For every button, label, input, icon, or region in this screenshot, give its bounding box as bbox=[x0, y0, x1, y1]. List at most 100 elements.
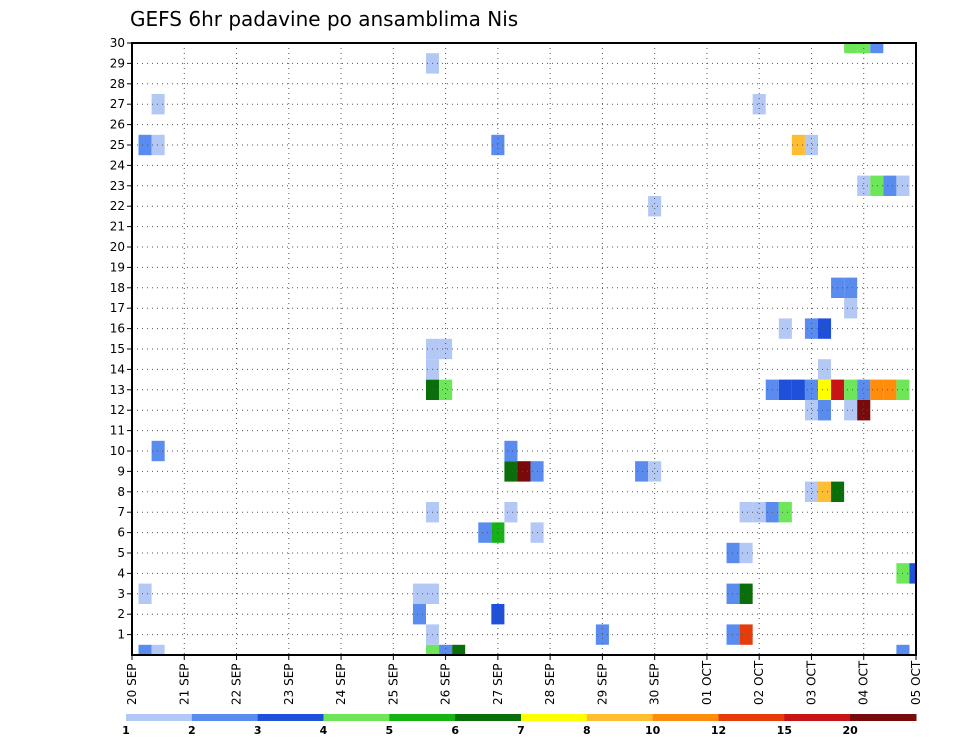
heatmap-cell bbox=[804, 379, 818, 400]
colorbar-swatch bbox=[586, 714, 654, 721]
y-tick-label: 23 bbox=[110, 179, 125, 193]
heatmap-cell bbox=[778, 318, 792, 339]
colorbar-label: 15 bbox=[777, 724, 792, 737]
heatmap-cell bbox=[138, 583, 152, 604]
y-tick-label: 16 bbox=[110, 322, 125, 336]
heatmap-cell bbox=[804, 134, 818, 156]
heatmap-cell bbox=[818, 379, 832, 400]
x-tick-label: 22 SEP bbox=[230, 663, 244, 705]
colorbar-label: 20 bbox=[843, 724, 859, 737]
colorbar-label: 7 bbox=[517, 724, 525, 737]
x-tick-label: 24 SEP bbox=[334, 663, 348, 705]
heatmap-cell bbox=[151, 440, 165, 462]
y-tick-label: 7 bbox=[117, 505, 125, 519]
y-tick-label: 9 bbox=[117, 464, 125, 478]
heatmap-cell bbox=[752, 94, 766, 115]
y-tick-label: 2 bbox=[117, 607, 125, 621]
colorbar-label: 10 bbox=[645, 724, 661, 737]
heatmap-cell bbox=[648, 196, 662, 217]
heatmap-cell bbox=[412, 604, 426, 625]
heatmap-cell bbox=[870, 379, 884, 400]
colorbar-swatch bbox=[191, 714, 259, 721]
y-tick-label: 14 bbox=[110, 362, 125, 376]
heatmap-cell bbox=[804, 400, 818, 421]
y-tick-label: 3 bbox=[117, 587, 125, 601]
heatmap-cell bbox=[648, 461, 662, 482]
y-tick-label: 17 bbox=[110, 301, 125, 315]
heatmap-cell bbox=[726, 583, 740, 604]
x-tick-label: 26 SEP bbox=[439, 663, 453, 705]
heatmap-cell bbox=[412, 583, 426, 604]
y-tick-label: 19 bbox=[110, 260, 125, 274]
heatmap-cell bbox=[739, 624, 753, 645]
x-tick-label: 30 SEP bbox=[648, 663, 662, 705]
y-tick-label: 20 bbox=[110, 240, 125, 254]
x-tick-label: 04 OCT bbox=[857, 660, 871, 705]
heatmap-cell bbox=[426, 644, 440, 655]
heatmap-cell bbox=[151, 644, 165, 655]
heatmap-cell bbox=[138, 644, 152, 655]
heatmap-cell bbox=[151, 94, 165, 115]
y-tick-label: 27 bbox=[110, 97, 125, 111]
y-tick-label: 4 bbox=[117, 566, 125, 580]
colorbar-swatch bbox=[389, 714, 456, 721]
colorbar: 1 2 3 4 5 6 7 8 10 12 15 20 bbox=[122, 714, 917, 737]
y-tick-label: 24 bbox=[110, 158, 125, 172]
heatmap-cell bbox=[870, 175, 884, 196]
x-tick-label: 23 SEP bbox=[282, 663, 296, 705]
heatmap-cell bbox=[504, 461, 518, 482]
heatmap-cell bbox=[517, 461, 531, 482]
chart-title: GEFS 6hr padavine po ansamblima Nis bbox=[130, 7, 518, 31]
x-tick-label: 28 SEP bbox=[543, 663, 557, 705]
y-tick-label: 30 bbox=[110, 36, 125, 50]
heatmap-cell bbox=[818, 359, 832, 380]
y-tick-label: 12 bbox=[110, 403, 125, 417]
heatmap-cell bbox=[883, 175, 897, 196]
y-tick-label: 29 bbox=[110, 56, 125, 70]
x-tick-label: 25 SEP bbox=[386, 663, 400, 705]
y-tick-label: 13 bbox=[110, 383, 125, 397]
heatmap-cell bbox=[478, 522, 492, 543]
heatmap-cell bbox=[844, 277, 858, 298]
x-tick-label: 27 SEP bbox=[491, 663, 505, 705]
x-tick-label: 02 OCT bbox=[752, 660, 766, 705]
heatmap-cell bbox=[726, 624, 740, 645]
heatmap-cell bbox=[870, 43, 884, 54]
heatmap-cell bbox=[844, 298, 858, 319]
heatmap-cell bbox=[504, 502, 518, 523]
colorbar-label: 5 bbox=[386, 724, 394, 737]
y-tick-label: 11 bbox=[110, 424, 125, 438]
colorbar-swatch bbox=[850, 714, 917, 721]
heatmap-cell bbox=[739, 583, 753, 604]
heatmap-cell bbox=[739, 502, 753, 523]
colorbar-swatch bbox=[784, 714, 851, 721]
y-tick-label: 15 bbox=[110, 342, 125, 356]
heatmap-cell bbox=[883, 379, 897, 400]
x-tick-label: 29 SEP bbox=[595, 663, 609, 705]
heatmap-cell bbox=[896, 644, 910, 655]
heatmap-cell bbox=[439, 644, 453, 655]
x-tick-label: 01 OCT bbox=[700, 660, 714, 705]
y-tick-label: 5 bbox=[117, 546, 125, 560]
y-tick-label: 22 bbox=[110, 199, 125, 213]
x-tick-label: 21 SEP bbox=[177, 663, 191, 705]
heatmap-cell bbox=[844, 43, 858, 54]
y-tick-label: 10 bbox=[110, 444, 125, 458]
colorbar-swatch bbox=[455, 714, 522, 721]
heatmap-cell bbox=[791, 134, 805, 156]
y-tick-label: 21 bbox=[110, 220, 125, 234]
colorbar-swatch bbox=[652, 714, 719, 721]
colorbar-swatch bbox=[718, 714, 785, 721]
x-axis: 20 SEP 21 SEP 22 SEP 23 SEP 24 SEP 25 SEP 26 S… bbox=[125, 655, 923, 705]
heatmap-cell bbox=[818, 481, 832, 502]
colorbar-label: 4 bbox=[320, 724, 328, 737]
colorbar-label: 8 bbox=[583, 724, 591, 737]
heatmap-cell bbox=[635, 461, 649, 482]
colorbar-swatch bbox=[521, 714, 588, 721]
y-tick-label: 28 bbox=[110, 77, 125, 91]
y-tick-label: 26 bbox=[110, 118, 125, 132]
colorbar-label: 6 bbox=[451, 724, 459, 737]
heatmap-cell bbox=[439, 379, 453, 400]
heatmap-cell bbox=[138, 134, 152, 156]
